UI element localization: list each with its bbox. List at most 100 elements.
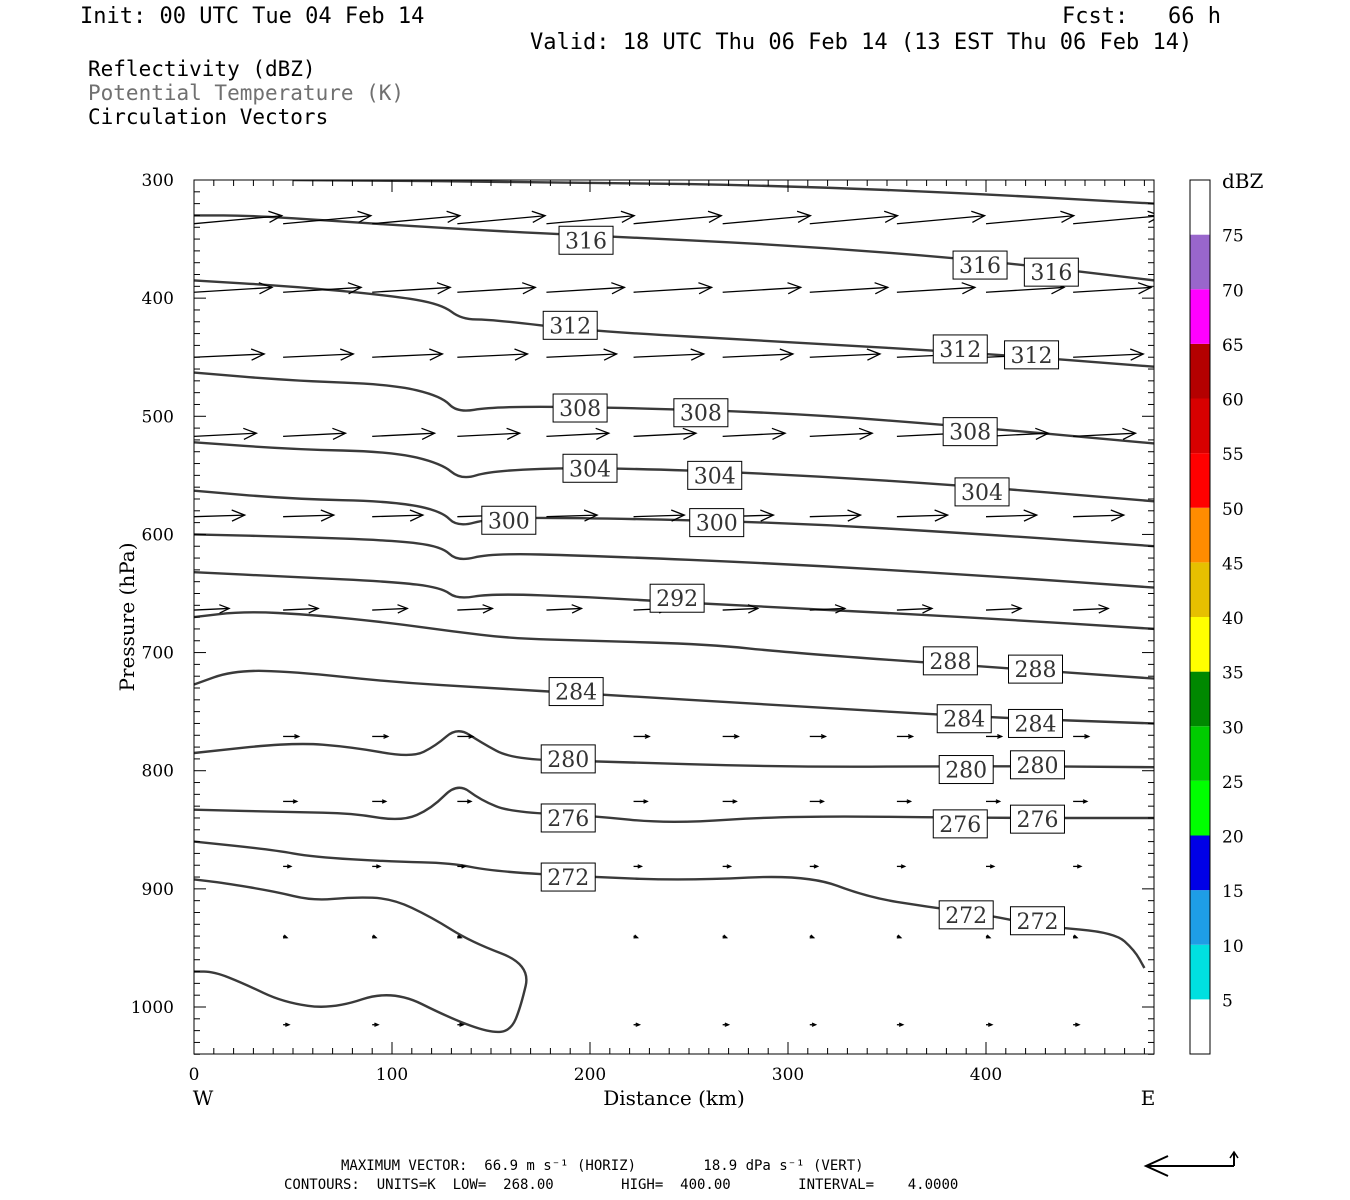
contour-label: 288 bbox=[922, 646, 978, 676]
circulation-vector bbox=[985, 604, 1023, 614]
circulation-vector bbox=[372, 282, 452, 295]
contour-label: 300 bbox=[689, 508, 745, 538]
legend-circulation-vectors: Circulation Vectors bbox=[88, 105, 329, 129]
vector-head bbox=[436, 282, 452, 295]
circulation-vector bbox=[896, 734, 915, 739]
contour-label: 308 bbox=[942, 417, 998, 447]
y-tick-label: 800 bbox=[142, 762, 174, 782]
contour-label-box bbox=[558, 225, 614, 255]
vector-shaft bbox=[372, 215, 461, 225]
circulation-vector bbox=[633, 348, 706, 361]
vector-head bbox=[682, 427, 698, 440]
vector-head bbox=[250, 348, 266, 361]
circulation-vector bbox=[722, 427, 787, 440]
contour-label-box bbox=[548, 677, 604, 707]
vector-head bbox=[934, 509, 950, 522]
vector-head bbox=[603, 348, 619, 361]
circulation-vector bbox=[457, 1022, 465, 1027]
contour-label-box bbox=[552, 393, 608, 423]
colorbar-label: dBZ bbox=[1222, 169, 1264, 193]
contour-label: 304 bbox=[562, 453, 618, 483]
circulation-vector bbox=[546, 509, 599, 522]
vector-head bbox=[308, 604, 320, 614]
vector-head bbox=[595, 427, 611, 440]
contour-label: 276 bbox=[1009, 804, 1065, 834]
vector-shaft bbox=[194, 353, 265, 358]
contour-label-box bbox=[1008, 708, 1063, 738]
circulation-vectors bbox=[194, 210, 1154, 1027]
vector-head bbox=[906, 799, 913, 804]
vector-head bbox=[1098, 604, 1110, 614]
contour-label: 276 bbox=[932, 809, 988, 839]
valid-time: Valid: 18 UTC Thu 06 Feb 14 (13 EST Thu … bbox=[530, 30, 1193, 55]
circulation-vector bbox=[722, 210, 813, 225]
colorbar: 5 10 15 20 25 30 35 40 45 50 55 60 65 70 75 bbox=[1189, 179, 1244, 1055]
vector-head bbox=[506, 427, 522, 440]
contour-label: 272 bbox=[938, 900, 994, 930]
circulation-vector bbox=[457, 210, 547, 225]
circulation-vector bbox=[633, 734, 651, 739]
contour-label-box bbox=[938, 900, 994, 930]
circulation-vector bbox=[546, 210, 636, 225]
vector-head bbox=[898, 1022, 905, 1027]
vector-shaft bbox=[809, 353, 881, 358]
y-tick-label: 300 bbox=[142, 171, 174, 191]
colorbar-tick-label: 40 bbox=[1222, 609, 1244, 629]
contour-label-text: 272 bbox=[547, 866, 589, 891]
contour-label: 304 bbox=[954, 477, 1010, 507]
vector-head bbox=[633, 934, 640, 939]
vector-shaft bbox=[722, 215, 811, 225]
circulation-vector bbox=[372, 734, 390, 739]
vector-head bbox=[1084, 734, 1091, 739]
y-tick-label: 600 bbox=[142, 525, 174, 545]
circulation-vector bbox=[896, 210, 987, 225]
vector-head bbox=[896, 934, 903, 939]
legend-potential-temperature: Potential Temperature (K) bbox=[88, 81, 405, 105]
vector-shaft bbox=[194, 286, 273, 293]
vector-shaft bbox=[722, 353, 793, 358]
colorbar-tick-label: 35 bbox=[1222, 664, 1244, 684]
circulation-vector bbox=[896, 282, 977, 295]
circulation-vector bbox=[194, 348, 266, 361]
contour-label-text: 280 bbox=[1016, 754, 1058, 779]
x-tick-label: 200 bbox=[574, 1065, 606, 1085]
contour-label: 272 bbox=[1009, 906, 1065, 936]
vector-shaft bbox=[372, 514, 423, 518]
reference-vector-icon bbox=[1143, 1150, 1239, 1177]
circulation-vector bbox=[722, 864, 733, 869]
colorbar-segment bbox=[1190, 562, 1210, 617]
vector-head bbox=[611, 282, 627, 295]
vector-head bbox=[258, 282, 274, 295]
circulation-vector bbox=[986, 1022, 994, 1027]
vector-head bbox=[347, 282, 363, 295]
vector-shaft bbox=[722, 286, 801, 293]
contour-label-text: 312 bbox=[1011, 344, 1053, 369]
circulation-vector bbox=[194, 427, 259, 440]
vector-head bbox=[985, 934, 992, 939]
vector-shaft bbox=[283, 286, 362, 293]
contour-label-text: 272 bbox=[945, 904, 987, 929]
colorbar-tick-label: 75 bbox=[1222, 227, 1244, 247]
vector-shaft bbox=[985, 514, 1037, 518]
contour-label-text: 280 bbox=[945, 759, 987, 784]
contour-label-box bbox=[952, 250, 1008, 280]
circulation-vector bbox=[194, 604, 231, 614]
vector-shaft bbox=[283, 215, 371, 225]
vector-head bbox=[866, 348, 882, 361]
contour-label-box bbox=[562, 453, 618, 483]
vector-head bbox=[1023, 509, 1039, 522]
contour-label-text: 288 bbox=[929, 650, 971, 675]
vector-shaft bbox=[546, 607, 582, 611]
vector-shaft bbox=[633, 432, 696, 438]
colorbar-tick-label: 70 bbox=[1222, 281, 1244, 301]
contour-label: 280 bbox=[938, 755, 994, 785]
vector-head bbox=[726, 864, 733, 869]
vector-head bbox=[294, 734, 301, 739]
circulation-vector bbox=[283, 348, 355, 361]
vector-shaft bbox=[1073, 286, 1152, 293]
theta-contours bbox=[194, 180, 1154, 1034]
vector-head bbox=[429, 348, 445, 361]
circulation-vector bbox=[1072, 934, 1079, 939]
y-tick-label: 900 bbox=[142, 880, 174, 900]
x-tick-label: 300 bbox=[772, 1065, 804, 1085]
